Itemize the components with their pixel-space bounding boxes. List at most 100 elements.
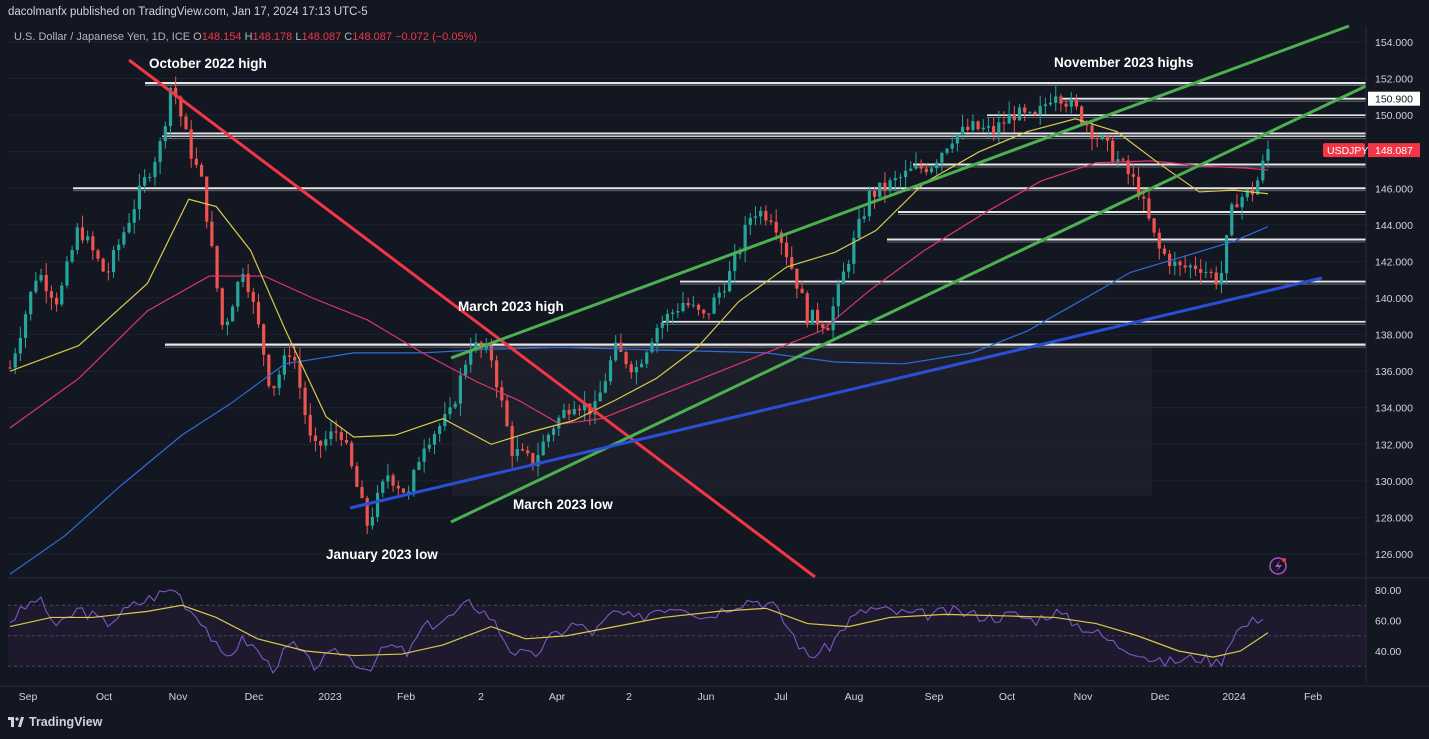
candle-body bbox=[904, 170, 908, 178]
time-tick-label: Aug bbox=[845, 691, 864, 703]
candle-body bbox=[821, 324, 825, 329]
candle-body bbox=[717, 292, 721, 298]
candle-body bbox=[489, 345, 494, 361]
candle-body bbox=[862, 216, 866, 219]
candle-body bbox=[634, 367, 639, 373]
candle-body bbox=[339, 432, 343, 440]
candle-body bbox=[96, 250, 100, 259]
candle-body bbox=[893, 177, 897, 181]
candle-body bbox=[992, 126, 996, 134]
time-tick-label: Nov bbox=[169, 691, 188, 703]
candle-body bbox=[44, 274, 48, 292]
high-value: 148.178 bbox=[252, 31, 293, 43]
level-tag-label: 150.900 bbox=[1375, 94, 1413, 106]
symbol-name[interactable]: U.S. Dollar / Japanese Yen, 1D, ICE bbox=[14, 31, 191, 43]
candle-body bbox=[681, 302, 685, 312]
candle-body bbox=[267, 354, 271, 386]
price-axis-bg bbox=[1366, 26, 1429, 683]
horizontal-levels bbox=[73, 82, 1366, 348]
price-tick-label: 130.000 bbox=[1375, 476, 1413, 488]
candle-body bbox=[1017, 107, 1022, 121]
candle-body bbox=[629, 364, 633, 373]
high-label: H bbox=[244, 31, 253, 43]
candle-body bbox=[671, 312, 675, 314]
candle-body bbox=[1048, 102, 1053, 105]
candle-body bbox=[1204, 271, 1208, 273]
annotation-label: January 2023 low bbox=[326, 547, 438, 562]
candle-body bbox=[1209, 271, 1213, 273]
candle-body bbox=[1162, 248, 1167, 254]
candle-body bbox=[1059, 96, 1063, 104]
candle-body bbox=[1240, 197, 1244, 208]
candle-body bbox=[1116, 159, 1120, 162]
candle-body bbox=[106, 271, 110, 273]
candle-body bbox=[800, 288, 804, 294]
candle-body bbox=[1173, 261, 1177, 266]
plot-area bbox=[8, 26, 1366, 577]
time-tick-label: Jul bbox=[774, 691, 787, 703]
candle-body bbox=[293, 356, 297, 361]
candle-body bbox=[945, 148, 949, 153]
candle-body bbox=[831, 306, 835, 331]
candle-body bbox=[189, 129, 193, 159]
tradingview-brand[interactable]: TradingView bbox=[8, 715, 102, 729]
candle-body bbox=[572, 408, 576, 415]
candle-body bbox=[1028, 112, 1032, 114]
candle-body bbox=[650, 342, 654, 353]
candle-body bbox=[1219, 273, 1224, 285]
candle-body bbox=[1080, 106, 1084, 124]
candle-body bbox=[702, 309, 706, 314]
candle-body bbox=[924, 168, 928, 173]
candle-body bbox=[34, 280, 38, 292]
candle-body bbox=[769, 220, 773, 222]
candle-body bbox=[997, 122, 1001, 134]
candle-body bbox=[888, 180, 892, 191]
ma50-line bbox=[9, 118, 1269, 445]
candle-body bbox=[153, 161, 157, 178]
candle-body bbox=[660, 322, 664, 328]
last-price-label: 148.087 bbox=[1375, 145, 1413, 157]
ma200-line bbox=[9, 226, 1269, 575]
candle-body bbox=[810, 309, 815, 324]
candle-body bbox=[272, 385, 276, 389]
close-label: C bbox=[344, 31, 353, 43]
candle-body bbox=[598, 392, 602, 402]
candle-body bbox=[841, 271, 846, 284]
candle-body bbox=[210, 221, 214, 247]
symbol-tag-label: USDJPY bbox=[1327, 145, 1368, 157]
ma100-line bbox=[9, 160, 1269, 429]
candle-body bbox=[722, 291, 727, 293]
candle-body bbox=[1266, 149, 1270, 161]
candle-body bbox=[976, 121, 980, 130]
channel-shade bbox=[452, 346, 1152, 496]
time-tick-label: 2024 bbox=[1222, 691, 1246, 703]
candle-body bbox=[1012, 113, 1016, 121]
candle-body bbox=[184, 116, 188, 130]
downtrend-line bbox=[128, 58, 816, 579]
candle-body bbox=[883, 182, 887, 191]
candle-body bbox=[1235, 204, 1239, 208]
candle-body bbox=[329, 431, 333, 440]
candle-body bbox=[1054, 96, 1058, 103]
candle-body bbox=[91, 236, 95, 251]
candle-body bbox=[562, 409, 566, 418]
price-tick-label: 140.000 bbox=[1375, 293, 1413, 305]
candle-body bbox=[432, 434, 437, 445]
candle-body bbox=[137, 185, 142, 210]
price-tick-label: 142.000 bbox=[1375, 256, 1413, 268]
candle-body bbox=[1095, 138, 1099, 140]
candle-body bbox=[608, 360, 613, 382]
low-value: 148.087 bbox=[301, 31, 342, 43]
price-tick-label: 132.000 bbox=[1375, 439, 1413, 451]
candle-body bbox=[1043, 104, 1047, 106]
candle-body bbox=[665, 313, 670, 323]
candle-body bbox=[914, 165, 918, 169]
time-tick-label: Oct bbox=[999, 691, 1015, 703]
candle-body bbox=[1038, 105, 1042, 115]
time-tick-label: Feb bbox=[397, 691, 415, 703]
candle-body bbox=[764, 210, 768, 221]
candle-body bbox=[872, 190, 877, 197]
annotations: October 2022 high November 2023 highs Marc… bbox=[149, 55, 1194, 562]
candle-body bbox=[836, 283, 840, 307]
